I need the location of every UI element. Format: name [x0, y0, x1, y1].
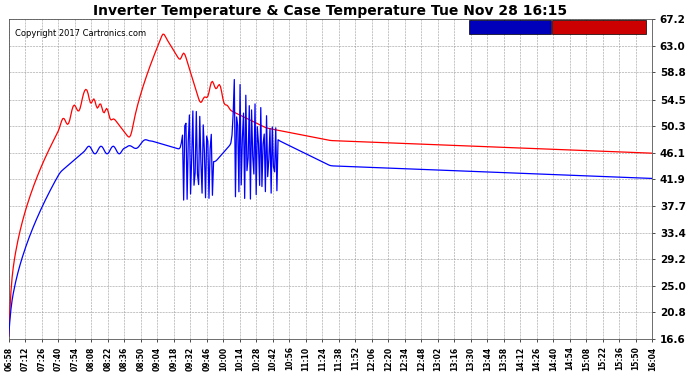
Bar [553, 20, 646, 34]
Text: Copyright 2017 Cartronics.com: Copyright 2017 Cartronics.com [15, 29, 146, 38]
Bar [469, 20, 551, 34]
Text: Case  (°C): Case (°C) [487, 22, 533, 32]
Text: Inverter  (°C): Inverter (°C) [568, 22, 631, 32]
Title: Inverter Temperature & Case Temperature Tue Nov 28 16:15: Inverter Temperature & Case Temperature … [93, 4, 567, 18]
